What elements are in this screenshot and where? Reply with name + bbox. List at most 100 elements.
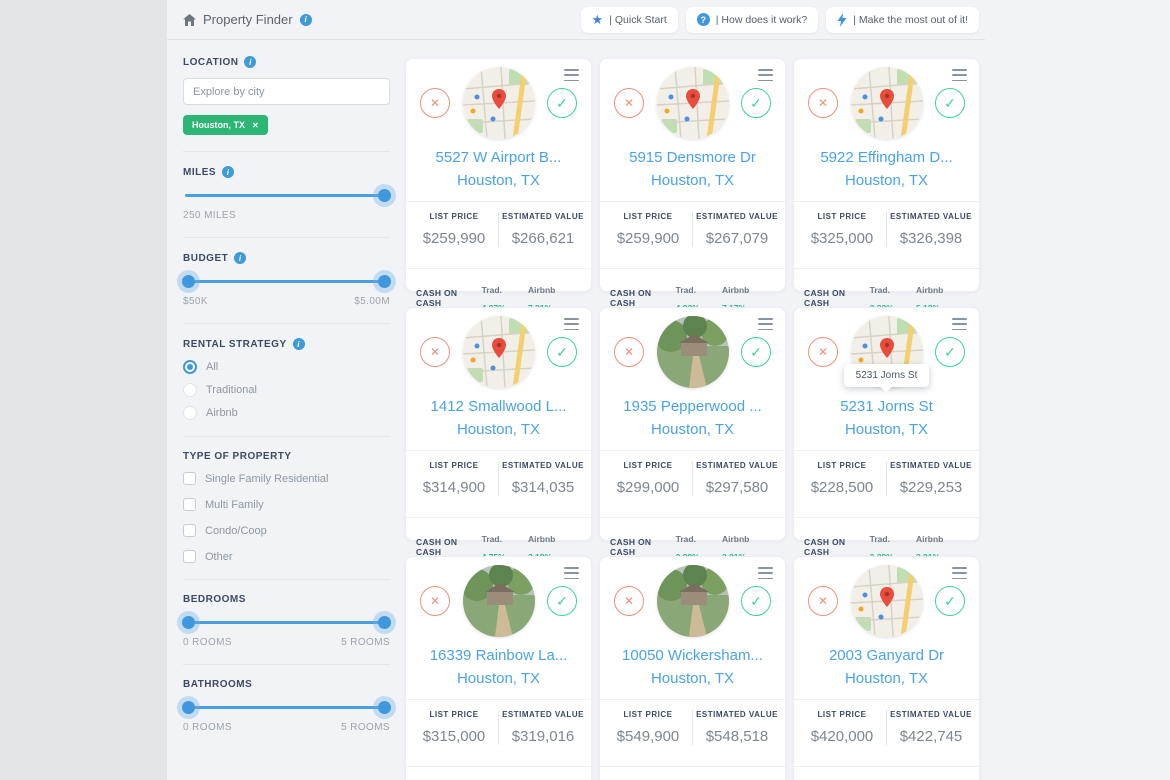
- info-icon[interactable]: i: [300, 14, 312, 26]
- reject-property-button[interactable]: ✕: [614, 337, 644, 367]
- property-image[interactable]: [657, 565, 729, 637]
- accept-property-button[interactable]: ✓: [935, 586, 965, 616]
- property-address-link[interactable]: 16339 Rainbow La...: [406, 647, 591, 664]
- rental-strategy-option-airbnb[interactable]: Airbnb: [183, 406, 390, 420]
- list-price-label: LIST PRICE: [412, 710, 496, 719]
- property-image[interactable]: [463, 565, 535, 637]
- make-the-most-button[interactable]: | Make the most out of it!: [826, 7, 979, 33]
- bathrooms-min-handle[interactable]: [182, 701, 195, 714]
- location-tag[interactable]: Houston, TX ✕: [183, 115, 268, 135]
- property-address-link[interactable]: 5915 Densmore Dr: [600, 149, 785, 166]
- accept-property-button[interactable]: ✓: [547, 586, 577, 616]
- reject-property-button[interactable]: ✕: [808, 337, 838, 367]
- property-address-link[interactable]: 5922 Effingham D...: [794, 149, 979, 166]
- accept-property-button[interactable]: ✓: [741, 586, 771, 616]
- rental-strategy-option-all[interactable]: All: [183, 360, 390, 374]
- property-image[interactable]: [657, 316, 729, 388]
- property-city[interactable]: Houston, TX: [600, 421, 785, 438]
- divider: [183, 436, 390, 437]
- property-address-link[interactable]: 10050 Wickersham...: [600, 647, 785, 664]
- bolt-icon: [837, 13, 847, 27]
- photo-thumbnail: [657, 565, 729, 637]
- rental-strategy-info-icon[interactable]: i: [293, 338, 305, 350]
- property-type-single-family[interactable]: Single Family Residential: [183, 472, 390, 485]
- accept-property-button[interactable]: ✓: [741, 88, 771, 118]
- property-address-link[interactable]: 5231 Jorns St: [794, 398, 979, 415]
- property-address-link[interactable]: 1935 Pepperwood ...: [600, 398, 785, 415]
- property-address-link[interactable]: 2003 Ganyard Dr: [794, 647, 979, 664]
- airbnb-label: Airbnb: [916, 285, 943, 295]
- property-city[interactable]: Houston, TX: [406, 172, 591, 189]
- accept-property-button[interactable]: ✓: [935, 337, 965, 367]
- estimated-value: $267,079: [695, 230, 779, 247]
- bathrooms-max-handle[interactable]: [378, 701, 391, 714]
- property-image[interactable]: [463, 316, 535, 388]
- accept-property-button[interactable]: ✓: [935, 88, 965, 118]
- divider: [183, 323, 390, 324]
- accept-property-button[interactable]: ✓: [741, 337, 771, 367]
- estimated-value: $548,518: [695, 728, 779, 745]
- checkbox-icon[interactable]: [183, 550, 196, 563]
- bedrooms-slider[interactable]: [185, 615, 388, 630]
- bathrooms-slider[interactable]: [185, 700, 388, 715]
- budget-min-handle[interactable]: [182, 275, 195, 288]
- property-city[interactable]: Houston, TX: [406, 421, 591, 438]
- bedrooms-max-handle[interactable]: [378, 616, 391, 629]
- photo-thumbnail: [657, 316, 729, 388]
- budget-slider[interactable]: [185, 274, 388, 289]
- quick-start-button[interactable]: ★ | Quick Start: [581, 7, 678, 33]
- property-address-link[interactable]: 1412 Smallwood L...: [406, 398, 591, 415]
- reject-property-button[interactable]: ✕: [614, 586, 644, 616]
- list-price-value: $315,000: [412, 728, 496, 745]
- how-does-it-work-button[interactable]: ? | How does it work?: [686, 7, 818, 33]
- reject-property-button[interactable]: ✕: [420, 586, 450, 616]
- traditional-label: Trad.: [482, 285, 502, 295]
- property-card: ✕: [599, 307, 786, 541]
- property-card: ✕: [599, 58, 786, 292]
- list-price-label: LIST PRICE: [606, 710, 690, 719]
- property-city[interactable]: Houston, TX: [600, 670, 785, 687]
- checkbox-icon[interactable]: [183, 498, 196, 511]
- reject-property-button[interactable]: ✕: [808, 586, 838, 616]
- remove-location-icon[interactable]: ✕: [252, 121, 259, 130]
- list-price-value: $549,900: [606, 728, 690, 745]
- reject-property-button[interactable]: ✕: [808, 88, 838, 118]
- reject-property-button[interactable]: ✕: [420, 88, 450, 118]
- radio-icon[interactable]: [183, 406, 197, 420]
- checkbox-icon[interactable]: [183, 472, 196, 485]
- property-city[interactable]: Houston, TX: [794, 421, 979, 438]
- property-city[interactable]: Houston, TX: [794, 172, 979, 189]
- property-address-link[interactable]: 5527 W Airport B...: [406, 149, 591, 166]
- miles-slider[interactable]: [185, 188, 388, 203]
- rental-strategy-option-traditional[interactable]: Traditional: [183, 383, 390, 397]
- reject-property-button[interactable]: ✕: [614, 88, 644, 118]
- estimated-value-label: ESTIMATED VALUE: [501, 212, 585, 221]
- property-type-other[interactable]: Other: [183, 550, 390, 563]
- accept-property-button[interactable]: ✓: [547, 88, 577, 118]
- property-image[interactable]: [657, 67, 729, 139]
- radio-icon[interactable]: [183, 383, 197, 397]
- checkbox-icon[interactable]: [183, 524, 196, 537]
- budget-info-icon[interactable]: i: [234, 252, 246, 264]
- estimated-value-label: ESTIMATED VALUE: [501, 461, 585, 470]
- cash-on-cash-label: CASH ON CASH: [416, 288, 482, 308]
- property-city[interactable]: Houston, TX: [406, 670, 591, 687]
- radio-icon[interactable]: [183, 360, 197, 374]
- bedrooms-min-handle[interactable]: [182, 616, 195, 629]
- property-image[interactable]: [851, 565, 923, 637]
- bedrooms-label: BEDROOMS: [183, 594, 390, 605]
- location-info-icon[interactable]: i: [244, 56, 256, 68]
- property-city[interactable]: Houston, TX: [600, 172, 785, 189]
- property-type-condo-coop[interactable]: Condo/Coop: [183, 524, 390, 537]
- miles-slider-handle[interactable]: [378, 189, 391, 202]
- property-city[interactable]: Houston, TX: [794, 670, 979, 687]
- budget-max-handle[interactable]: [378, 275, 391, 288]
- property-image[interactable]: [463, 67, 535, 139]
- miles-info-icon[interactable]: i: [222, 166, 234, 178]
- property-type-multi-family[interactable]: Multi Family: [183, 498, 390, 511]
- property-image[interactable]: [851, 67, 923, 139]
- reject-property-button[interactable]: ✕: [420, 337, 450, 367]
- accept-property-button[interactable]: ✓: [547, 337, 577, 367]
- location-search-input[interactable]: [183, 78, 390, 105]
- airbnb-label: Airbnb: [916, 534, 943, 544]
